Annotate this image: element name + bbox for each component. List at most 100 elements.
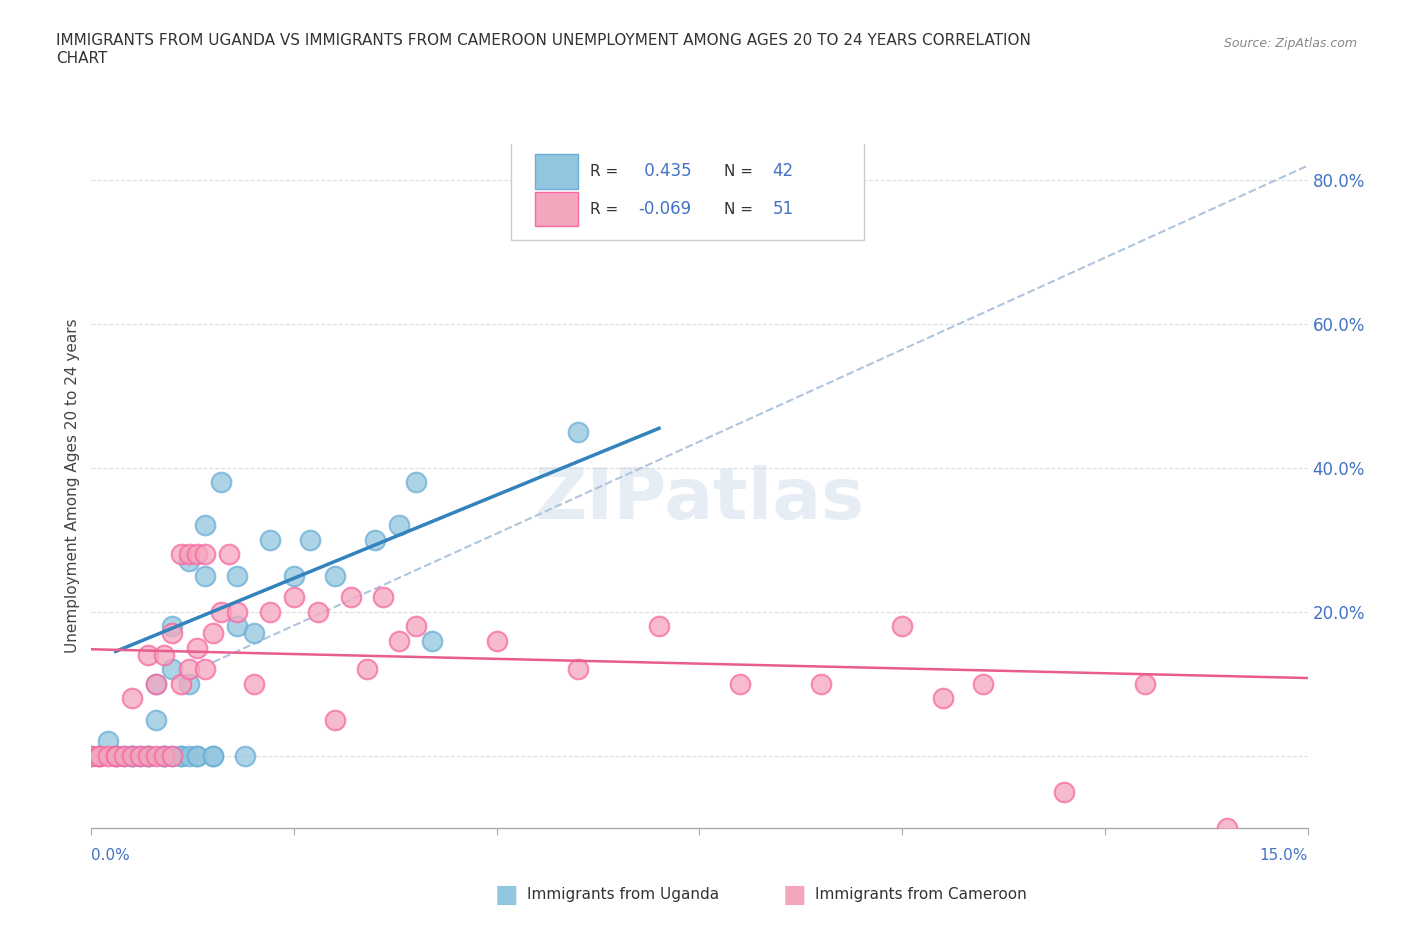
Point <box>972 676 994 691</box>
Point <box>97 734 120 749</box>
Point <box>485 633 508 648</box>
Text: ■: ■ <box>783 883 806 907</box>
Text: IMMIGRANTS FROM UGANDA VS IMMIGRANTS FROM CAMEROON UNEMPLOYMENT AMONG AGES 20 TO: IMMIGRANTS FROM UGANDA VS IMMIGRANTS FRO… <box>56 33 1031 47</box>
Point <box>194 568 217 583</box>
Point <box>121 749 143 764</box>
Point <box>169 749 191 764</box>
Point <box>226 618 249 633</box>
Point <box>129 749 152 764</box>
Point <box>145 676 167 691</box>
Point <box>373 590 395 604</box>
Point <box>405 475 427 490</box>
Text: ■: ■ <box>495 883 517 907</box>
Point <box>810 676 832 691</box>
Point <box>104 749 127 764</box>
Text: N =: N = <box>724 164 758 179</box>
Text: Immigrants from Cameroon: Immigrants from Cameroon <box>815 887 1028 902</box>
Point <box>356 662 378 677</box>
Text: -0.069: -0.069 <box>638 200 692 219</box>
Point <box>162 749 184 764</box>
Point <box>97 749 120 764</box>
Point <box>162 626 184 641</box>
Point <box>80 749 103 764</box>
Point <box>1215 820 1237 835</box>
Point <box>283 590 305 604</box>
Point <box>242 676 264 691</box>
Point <box>89 749 111 764</box>
Point <box>136 749 159 764</box>
Text: Source: ZipAtlas.com: Source: ZipAtlas.com <box>1223 37 1357 50</box>
Point <box>1053 784 1076 799</box>
Point <box>388 633 411 648</box>
Point <box>202 626 225 641</box>
Text: 51: 51 <box>772 200 793 219</box>
Point <box>648 618 671 633</box>
Point <box>259 533 281 548</box>
Text: 0.0%: 0.0% <box>91 848 131 863</box>
Point <box>177 676 200 691</box>
Point <box>169 676 191 691</box>
Point <box>218 547 240 562</box>
Point <box>162 749 184 764</box>
Text: R =: R = <box>591 202 623 217</box>
Point <box>136 647 159 662</box>
Point <box>340 590 363 604</box>
Point <box>169 547 191 562</box>
Point <box>169 749 191 764</box>
Point <box>162 618 184 633</box>
Point <box>186 749 208 764</box>
Point <box>121 749 143 764</box>
Point <box>728 676 751 691</box>
Text: CHART: CHART <box>56 51 108 66</box>
Point <box>1135 676 1157 691</box>
Point <box>121 691 143 706</box>
Point <box>104 749 127 764</box>
Point <box>104 749 127 764</box>
Point <box>112 749 135 764</box>
Point <box>931 691 953 706</box>
Point <box>242 626 264 641</box>
Point <box>177 662 200 677</box>
Text: R =: R = <box>591 164 623 179</box>
FancyBboxPatch shape <box>510 138 863 240</box>
Bar <box>536 192 578 226</box>
Point <box>202 749 225 764</box>
Point <box>226 604 249 619</box>
Point <box>420 633 443 648</box>
Text: 42: 42 <box>772 163 793 180</box>
Text: ZIPatlas: ZIPatlas <box>534 465 865 534</box>
Point <box>80 749 103 764</box>
Point <box>186 547 208 562</box>
Text: 15.0%: 15.0% <box>1260 848 1308 863</box>
Point <box>891 618 914 633</box>
Point <box>145 749 167 764</box>
Point <box>186 641 208 656</box>
Point <box>136 749 159 764</box>
Point <box>89 749 111 764</box>
Text: Immigrants from Uganda: Immigrants from Uganda <box>527 887 720 902</box>
Point <box>405 618 427 633</box>
Point <box>177 554 200 569</box>
Point <box>235 749 257 764</box>
Point <box>162 662 184 677</box>
Point <box>112 749 135 764</box>
Point <box>129 749 152 764</box>
Text: N =: N = <box>724 202 758 217</box>
Point <box>194 518 217 533</box>
Y-axis label: Unemployment Among Ages 20 to 24 years: Unemployment Among Ages 20 to 24 years <box>65 319 80 653</box>
Point <box>283 568 305 583</box>
Point <box>323 712 346 727</box>
Point <box>177 749 200 764</box>
Point <box>89 749 111 764</box>
Point <box>226 568 249 583</box>
Point <box>153 749 176 764</box>
Point <box>177 547 200 562</box>
Point <box>145 712 167 727</box>
Point <box>136 749 159 764</box>
Point <box>153 749 176 764</box>
Point <box>323 568 346 583</box>
Point <box>153 749 176 764</box>
Point <box>209 475 232 490</box>
Point <box>121 749 143 764</box>
Point <box>145 676 167 691</box>
